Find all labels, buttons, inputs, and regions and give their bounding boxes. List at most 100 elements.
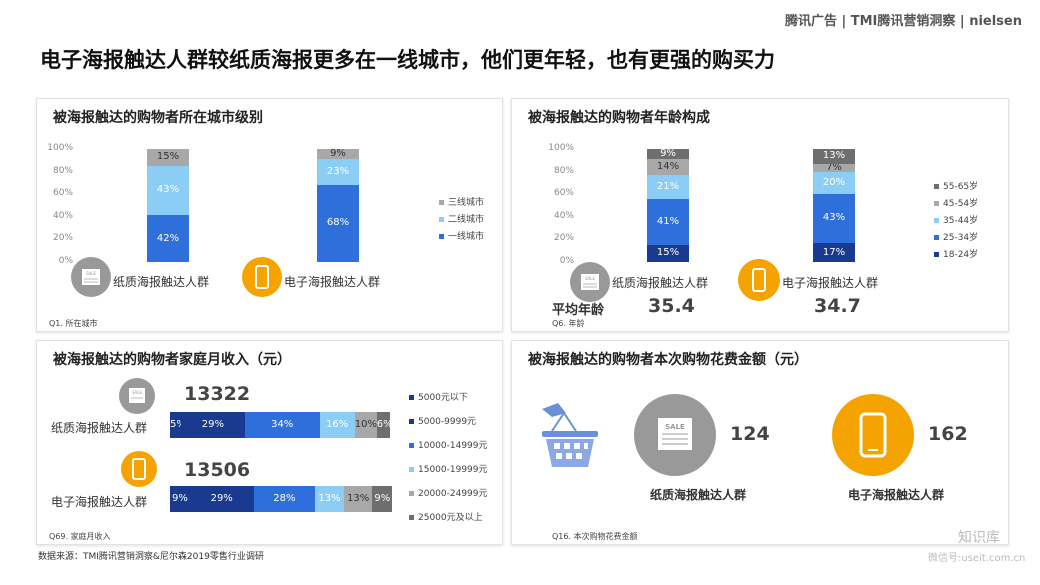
legend-label: 55-65岁 [943,182,979,192]
bar-segment: 10% [354,412,377,438]
legend-swatch [439,217,444,222]
legend-swatch [409,395,414,400]
bar-segment: 68% [317,185,359,262]
y-tick-label: 100% [47,143,73,153]
spending-electronic: 162 [928,423,968,445]
page-title: 电子海报触达人群较纸质海报更多在一线城市，他们更年轻，也有更强的购买力 [40,48,775,72]
phone-icon [242,257,282,297]
bar-segment: 29% [181,412,245,438]
panel-age: 被海报触达的购物者年龄构成 0% 20% 40% 60% 80% 100% 15% 41% 2… [511,98,1009,332]
bar-segment: 43% [813,194,855,243]
svg-text:SALE: SALE [132,390,143,395]
bar-segment: 43% [147,165,189,215]
group-label-electronic: 电子海报触达人群 [284,275,381,289]
legend-label: 三线城市 [448,198,485,208]
panel-spending: 被海报触达的购物者本次购物花费金额（元） SALE 124 纸质海报触达人群 1… [511,340,1009,545]
group-label-paper: 纸质海报触达人群 [612,276,709,290]
y-tick-label: 20% [52,233,73,244]
legend-swatch [934,218,939,223]
y-tick-label: 20% [553,233,574,244]
legend-label: 5000元以下 [418,393,468,403]
y-tick-label: 0% [58,256,73,266]
bar-segment: 28% [253,486,316,512]
avg-age-paper: 35.4 [648,295,695,317]
svg-text:SALE: SALE [585,276,596,281]
group-label-paper: 纸质海报触达人群 [650,488,747,502]
bar-segment: 9% [372,486,393,512]
bar-segment: 41% [647,198,689,246]
legend-swatch [439,234,444,239]
bar-segment: 17% [813,242,855,262]
panel-title: 被海报触达的购物者本次购物花费金额（元） [528,352,808,368]
legend-label: 45-54岁 [943,199,979,209]
svg-text:SALE: SALE [86,271,97,276]
legend-label: 20000-24999元 [418,489,488,499]
brand-logos: 腾讯广告 | TMI腾讯营销洞察 | nielsen [784,14,1022,29]
legend-item: 10000-14999元 [409,438,488,451]
question-note: Q6. 年龄 [552,319,585,328]
panel-city-level: 被海报触达的购物者所在城市级别 0% 20% 40% 60% 80% 100% 42% 43… [36,98,503,332]
avg-age-label: 平均年龄 [552,303,605,318]
legend-item: 45-54岁 [934,196,978,209]
phone-icon [121,451,157,487]
legend-swatch [934,252,939,257]
legend-swatch [934,184,939,189]
bar-segment: 7% [813,163,855,172]
panel-title: 被海报触达的购物者年龄构成 [528,110,710,126]
legend-label: 15000-19999元 [418,465,488,475]
group-label-paper: 纸质海报触达人群 [113,275,210,289]
bar-segment: 29% [189,486,254,512]
legend-label: 5000-9999元 [418,417,477,427]
legend-label: 25000元及以上 [418,513,483,523]
legend-item: 三线城市 [439,195,484,208]
bar-segment: 42% [147,214,189,262]
group-label-electronic: 电子海报触达人群 [51,495,148,509]
bar-segment: 5% [170,412,181,438]
legend-item: 35-44岁 [934,213,978,226]
panel-title: 被海报触达的购物者所在城市级别 [53,110,263,126]
legend-swatch [439,200,444,205]
panel-income: 被海报触达的购物者家庭月收入（元） SALE 13322 纸质海报触达人群 13… [36,340,503,545]
bar-segment: 34% [244,412,320,438]
legend-swatch [409,443,414,448]
legend-item: 25000元及以上 [409,510,483,523]
question-note: Q1. 所在城市 [49,319,98,328]
avg-age-electronic: 34.7 [814,295,861,317]
y-tick-label: 40% [553,210,574,221]
legend-label: 18-24岁 [943,250,979,260]
legend-item: 一线城市 [439,229,484,242]
legend-label: 一线城市 [448,232,485,242]
legend-label: 25-34岁 [943,233,979,243]
legend-swatch [409,491,414,496]
bar-segment: 6% [376,412,390,438]
watermark-title: 知识库 [958,530,1000,546]
y-tick-label: 60% [52,188,73,199]
y-tick-label: 60% [553,188,574,199]
mean-income-electronic: 13506 [184,459,251,481]
bar-segment: 21% [647,174,689,199]
data-source: 数据来源：TMI腾讯营销洞察&尼尔森2019零售行业调研 [38,552,264,562]
bar-segment: 9% [170,486,190,512]
paper-sale-icon: SALE [570,262,610,302]
bar-segment: 23% [317,159,359,186]
y-tick-label: 0% [559,256,574,266]
bar-segment: 16% [319,412,355,438]
legend-swatch [409,515,414,520]
paper-sale-icon: SALE [119,378,155,414]
y-tick-label: 80% [553,165,574,176]
bar-segment: 14% [647,159,689,175]
mean-income-paper: 13322 [184,383,251,405]
legend-swatch [409,467,414,472]
bar-segment: 13% [813,149,855,164]
bar-segment: 15% [147,149,189,166]
legend-item: 15000-19999元 [409,462,488,475]
spending-paper: 124 [730,423,770,445]
legend-label: 10000-14999元 [418,441,488,451]
phone-icon [738,259,780,301]
legend-item: 5000-9999元 [409,414,476,427]
paper-sale-icon: SALE [634,394,716,476]
group-label-paper: 纸质海报触达人群 [51,421,148,435]
legend-item: 18-24岁 [934,247,978,260]
question-note: Q69. 家庭月收入 [49,532,111,541]
y-tick-label: 40% [52,210,73,221]
